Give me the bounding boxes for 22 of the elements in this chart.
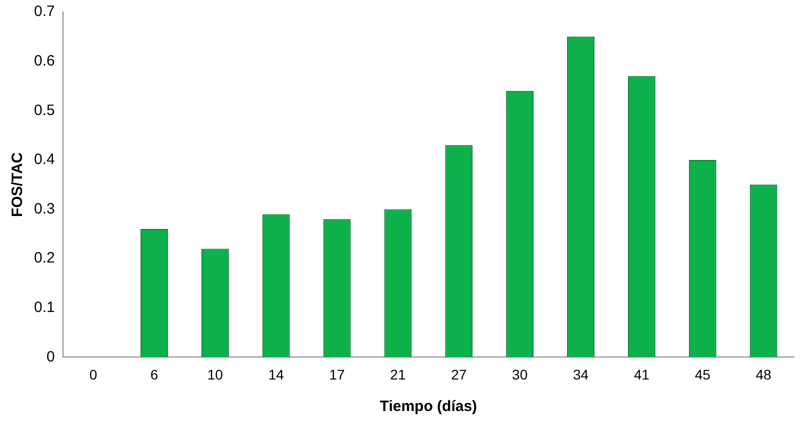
x-axis-title: Tiempo (días) <box>380 398 478 416</box>
y-tick-label: 0.1 <box>34 299 55 316</box>
x-tick-label: 41 <box>634 366 650 382</box>
x-tick-label: 45 <box>694 366 711 382</box>
x-tick-label: 0 <box>89 366 98 382</box>
x-tick-label: 48 <box>756 366 772 382</box>
x-tick-label: 14 <box>268 366 284 382</box>
y-tick-label: 0.7 <box>34 3 55 20</box>
y-tick-label: 0.3 <box>34 200 55 218</box>
x-tick-label: 17 <box>329 366 346 382</box>
y-tick-label: 0 <box>46 348 55 366</box>
y-tick-label: 0.5 <box>34 102 55 119</box>
x-tick-label: 10 <box>207 366 224 382</box>
x-tick-label: 30 <box>512 366 528 382</box>
x-tick-label: 6 <box>150 366 158 382</box>
x-tick-label: 27 <box>451 366 467 382</box>
y-axis-title: FOS/TAC <box>9 152 26 217</box>
x-tick-label: 34 <box>572 366 589 382</box>
y-tick-label: 0.2 <box>34 250 55 267</box>
x-tick-label: 21 <box>390 366 406 382</box>
y-tick-label: 0.4 <box>34 151 55 168</box>
y-tick-label: 0.6 <box>34 52 55 70</box>
